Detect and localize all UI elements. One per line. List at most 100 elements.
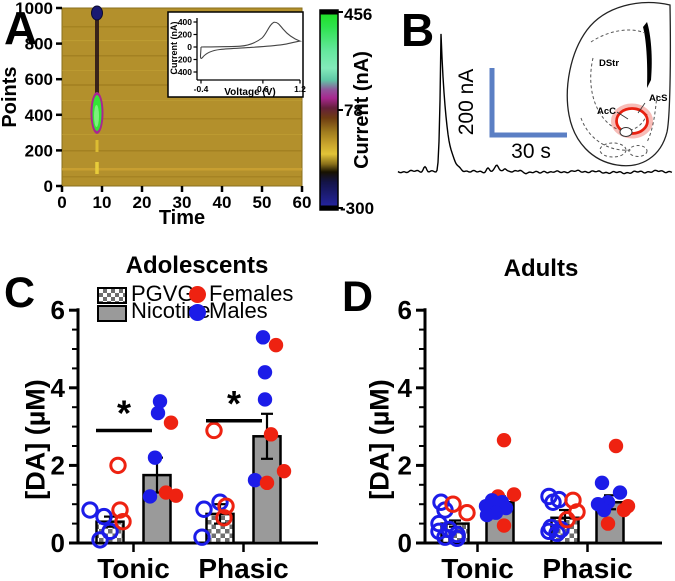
point-phasic-nicotine-female bbox=[600, 516, 616, 531]
cv-x-tick-label: -0.4 bbox=[194, 84, 209, 94]
point-phasic-nicotine-male bbox=[257, 392, 273, 407]
point-phasic-pgvg-male bbox=[548, 524, 566, 542]
colorbar-top-cap bbox=[320, 10, 338, 15]
colorbar-bottom-cap bbox=[320, 205, 338, 210]
point-tonic-nicotine-male bbox=[150, 405, 166, 421]
significance-asterisk: * bbox=[227, 383, 241, 424]
acs-leader-line bbox=[637, 102, 646, 114]
panel-d-ylabel: [DA] (µM) bbox=[364, 379, 395, 500]
current-trace bbox=[397, 33, 673, 175]
point-phasic-pgvg-male bbox=[540, 522, 558, 541]
panel-b: B DStr AcC AcS 2 bbox=[395, 0, 675, 250]
heatmap-y-tick-label: 0 bbox=[44, 177, 53, 196]
heatmap-y-tick-label: 400 bbox=[25, 106, 53, 125]
heatmap-y-tick-label: 600 bbox=[25, 70, 53, 89]
cv-y-tick-label: 200 bbox=[178, 30, 192, 40]
point-phasic-pgvg-female bbox=[558, 511, 576, 529]
cv-y-tick-label: 400 bbox=[178, 17, 192, 27]
point-phasic-nicotine-female bbox=[259, 475, 275, 491]
scale-bars bbox=[489, 68, 567, 138]
category-label-tonic: Tonic bbox=[441, 553, 514, 581]
point-phasic-nicotine-male bbox=[255, 330, 271, 345]
heatmap-xlabel: Time bbox=[159, 207, 205, 229]
point-phasic-nicotine-male bbox=[612, 485, 628, 500]
panel-d: 0 2 4 6 Tonic Phasic D Adults [DA] (µM) bbox=[340, 250, 675, 581]
point-tonic-nicotine-male bbox=[152, 394, 168, 409]
heatmap-x-tick-label: 0 bbox=[57, 193, 66, 212]
atlas-dashed-ventral bbox=[580, 117, 632, 151]
heatmap-x-tick-label: 20 bbox=[133, 193, 152, 212]
heatmap-y-tick-label: 200 bbox=[25, 141, 53, 160]
atlas-label-dstr: DStr bbox=[599, 58, 619, 69]
y-tick-label: 6 bbox=[398, 295, 412, 325]
heatmap-striation bbox=[62, 134, 302, 135]
cv-ylabel: Current (nA) bbox=[169, 22, 179, 75]
heatmap-ylabel: Points bbox=[0, 66, 21, 127]
heatmap-striation bbox=[62, 168, 302, 171]
legend-label-pgvg: PGVG bbox=[131, 281, 195, 306]
point-tonic-pgvg-female bbox=[444, 495, 462, 513]
point-phasic-nicotine-male bbox=[257, 365, 273, 380]
atlas-label-acs: AcS bbox=[649, 93, 667, 104]
point-tonic-pgvg-male bbox=[91, 531, 109, 549]
panel-b-label: B bbox=[401, 4, 434, 56]
legend-label-females: Females bbox=[209, 281, 294, 306]
heatmap-x-tick-label: 30 bbox=[173, 193, 192, 212]
anterior-commissure bbox=[619, 127, 633, 137]
point-phasic-nicotine-male bbox=[596, 502, 612, 518]
cv-x-tick-label: 0.6 bbox=[257, 84, 269, 94]
cv-curve bbox=[199, 21, 303, 59]
point-tonic-pgvg-male bbox=[101, 522, 119, 541]
panel-d-label: D bbox=[342, 273, 374, 321]
point-phasic-nicotine-female bbox=[608, 438, 624, 454]
point-tonic-nicotine-female bbox=[168, 488, 184, 503]
heatmap-y-tick-label: 1000 bbox=[15, 0, 53, 18]
colorbar-max-label: 456 bbox=[344, 5, 372, 24]
point-tonic-pgvg-female bbox=[111, 501, 129, 519]
colorbar-gradient bbox=[319, 9, 339, 211]
colorbar-mid-label: 78 bbox=[344, 101, 363, 120]
point-phasic-nicotine-female bbox=[263, 427, 279, 442]
panel-c-svg: 0 2 4 6 Tonic Phasic * * bbox=[51, 295, 318, 581]
panel-c-ylabel: [DA] (µM) bbox=[20, 379, 51, 500]
point-phasic-nicotine-female bbox=[276, 464, 292, 479]
point-phasic-pgvg-female bbox=[215, 509, 233, 527]
point-tonic-pgvg-female bbox=[114, 512, 132, 531]
colorbar-title: Current (nA) bbox=[351, 51, 373, 169]
heatmap-striation bbox=[62, 176, 302, 178]
point-tonic-nicotine-female bbox=[506, 487, 522, 502]
heatmap-navy-feature bbox=[91, 5, 103, 21]
legend-swatch-pgvg bbox=[97, 287, 127, 304]
panel-b-svg: B DStr AcC AcS 2 bbox=[397, 1, 673, 175]
point-tonic-nicotine-female bbox=[496, 432, 512, 448]
point-tonic-nicotine-male bbox=[479, 507, 495, 523]
category-label-phasic: Phasic bbox=[542, 553, 632, 581]
point-tonic-nicotine-male bbox=[142, 489, 158, 504]
cv-y-tick-label: 0 bbox=[187, 42, 192, 52]
significance-asterisk: * bbox=[117, 392, 131, 433]
panel-c-title: Adolescents bbox=[125, 252, 269, 279]
y-tick-label: 2 bbox=[51, 450, 65, 480]
point-phasic-nicotine-female bbox=[616, 502, 632, 518]
point-tonic-pgvg-male bbox=[448, 529, 466, 548]
cv-y-tick-label: -400 bbox=[175, 67, 192, 77]
panel-d-title: Adults bbox=[503, 255, 579, 282]
legend-swatch-nicotine bbox=[97, 305, 127, 322]
y-tick-label: 4 bbox=[398, 373, 413, 403]
point-phasic-pgvg-female bbox=[205, 421, 223, 440]
legend-label-males: Males bbox=[209, 298, 268, 323]
heatmap-striation bbox=[62, 100, 302, 101]
heatmap-x-tick-label: 60 bbox=[293, 193, 312, 212]
point-phasic-pgvg-female bbox=[217, 497, 235, 515]
atlas-label-acc: AcC bbox=[597, 106, 616, 117]
acc-leader-line bbox=[616, 111, 629, 120]
point-phasic-nicotine-male bbox=[247, 472, 263, 488]
point-phasic-pgvg-male bbox=[193, 528, 211, 546]
heatmap-x-tick-label: 10 bbox=[93, 193, 112, 212]
point-phasic-nicotine-male bbox=[594, 475, 610, 491]
point-tonic-pgvg-female bbox=[458, 504, 476, 522]
point-tonic-pgvg-male bbox=[436, 528, 454, 546]
y-tick-label: 4 bbox=[51, 373, 66, 403]
atlas-dashed-tubercle-1 bbox=[599, 142, 627, 158]
